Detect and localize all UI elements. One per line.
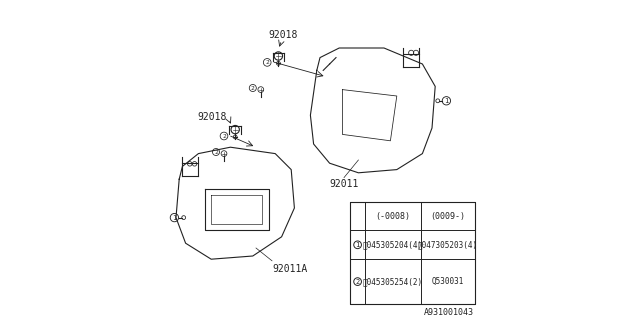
FancyBboxPatch shape [351, 202, 475, 304]
Text: (-0008): (-0008) [375, 212, 410, 220]
Text: 92011A: 92011A [272, 264, 307, 274]
Text: 92018: 92018 [198, 112, 227, 122]
Text: 2: 2 [222, 133, 226, 139]
Text: 92018: 92018 [269, 30, 298, 40]
Text: 1: 1 [355, 242, 360, 248]
Text: 1: 1 [172, 215, 177, 220]
Text: 2: 2 [266, 60, 269, 65]
Text: 2: 2 [251, 85, 255, 91]
Text: Ⓢ045305254(2): Ⓢ045305254(2) [363, 277, 423, 286]
Text: Ⓢ047305203(4): Ⓢ047305203(4) [418, 240, 478, 249]
Text: 2: 2 [355, 279, 360, 284]
Text: 1: 1 [444, 98, 449, 104]
Text: 2: 2 [214, 149, 218, 155]
Text: 92011: 92011 [330, 179, 358, 189]
Text: Ⓢ045305204(4): Ⓢ045305204(4) [363, 240, 423, 249]
Text: A931001043: A931001043 [424, 308, 474, 317]
Text: Q530031: Q530031 [432, 277, 464, 286]
Text: (0009-): (0009-) [431, 212, 465, 220]
